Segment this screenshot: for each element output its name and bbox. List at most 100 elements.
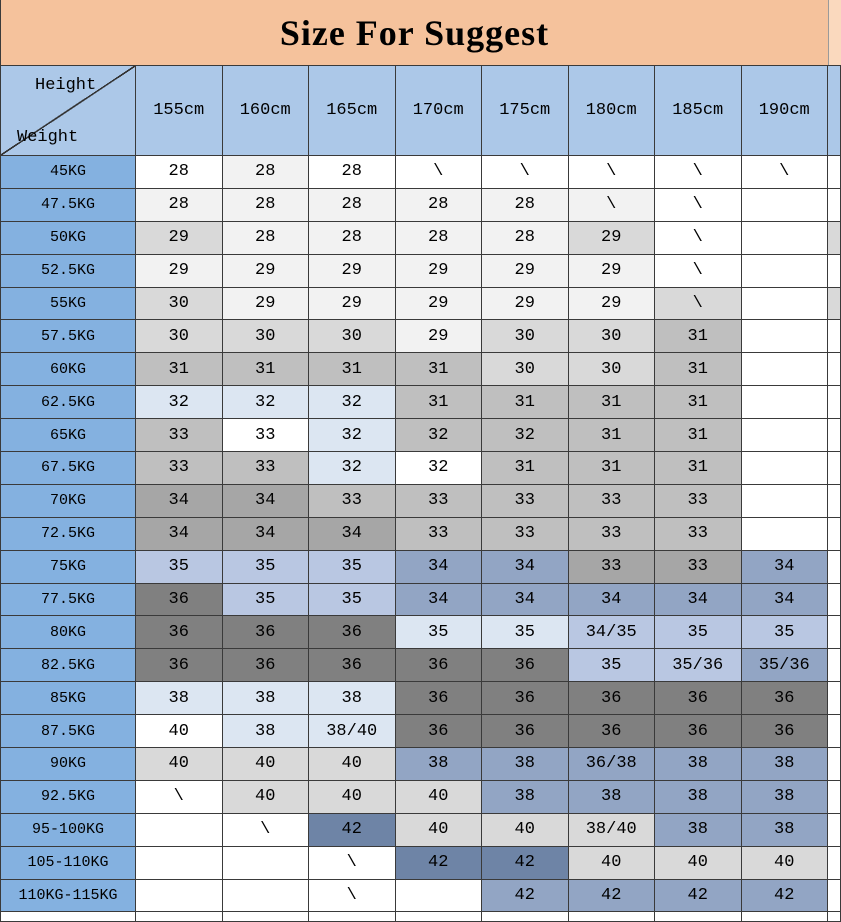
weight-label: 57.5KG xyxy=(1,320,136,354)
weight-label: 87.5KG xyxy=(1,715,136,749)
size-cell xyxy=(222,846,309,880)
size-cell: 28 xyxy=(395,188,482,222)
edge-header-cell xyxy=(828,66,841,156)
size-cell: 31 xyxy=(655,419,742,453)
size-cell: 40 xyxy=(482,813,569,847)
title-banner: Size For Suggest xyxy=(1,0,841,65)
weight-label: 90KG xyxy=(1,748,136,781)
size-cell: 29 xyxy=(568,287,655,321)
size-cell: 28 xyxy=(482,188,569,222)
size-cell: 32 xyxy=(136,386,223,420)
size-cell: 40 xyxy=(309,748,396,781)
size-cell: \ xyxy=(309,879,396,913)
partial-row-cell xyxy=(482,912,569,922)
size-cell: 33 xyxy=(568,484,655,518)
size-cell: 34 xyxy=(395,583,482,617)
size-cell: 38 xyxy=(568,780,655,814)
size-cell: 35 xyxy=(655,616,742,650)
size-cell: \ xyxy=(568,156,655,189)
size-cell: 29 xyxy=(309,287,396,321)
size-cell: 42 xyxy=(741,879,828,913)
weight-label: 82.5KG xyxy=(1,649,136,683)
size-cell: 31 xyxy=(655,386,742,420)
weight-label: 67.5KG xyxy=(1,452,136,485)
size-cell xyxy=(741,221,828,255)
size-cell: 38 xyxy=(222,682,309,716)
size-cell: 38 xyxy=(741,748,828,781)
size-cell: 40 xyxy=(136,748,223,781)
edge-cell xyxy=(828,715,841,749)
size-cell: \ xyxy=(136,780,223,814)
weight-label: 80KG xyxy=(1,616,136,650)
corner-weight-label: Weight xyxy=(17,128,79,147)
size-cell: \ xyxy=(655,156,742,189)
size-cell: 28 xyxy=(395,221,482,255)
weight-label: 105-110KG xyxy=(1,846,136,880)
partial-row-cell xyxy=(828,912,841,922)
size-cell: 33 xyxy=(222,419,309,453)
size-cell: 31 xyxy=(568,419,655,453)
weight-label: 70KG xyxy=(1,484,136,518)
corner-cell: Height Weight xyxy=(1,66,136,156)
weight-label: 92.5KG xyxy=(1,780,136,814)
size-cell: 30 xyxy=(222,320,309,354)
weight-label: 110KG-115KG xyxy=(1,879,136,913)
edge-cell xyxy=(828,682,841,716)
weight-label: 47.5KG xyxy=(1,188,136,222)
height-header: 165cm xyxy=(309,66,396,156)
size-cell xyxy=(741,188,828,222)
size-cell: 40 xyxy=(741,846,828,880)
size-cell: 35 xyxy=(395,616,482,650)
size-cell: 36/38 xyxy=(568,748,655,781)
size-cell: 42 xyxy=(309,813,396,847)
size-cell: 38 xyxy=(309,682,396,716)
height-header: 155cm xyxy=(136,66,223,156)
size-cell: 33 xyxy=(395,517,482,551)
edge-cell xyxy=(828,386,841,420)
size-cell: 32 xyxy=(222,386,309,420)
size-cell: 34 xyxy=(136,517,223,551)
edge-cell xyxy=(828,156,841,189)
partial-row-cell xyxy=(395,912,482,922)
size-cell: 31 xyxy=(568,452,655,485)
size-cell: 36 xyxy=(136,649,223,683)
size-cell: 40 xyxy=(222,748,309,781)
size-cell: 40 xyxy=(222,780,309,814)
size-cell: 34 xyxy=(222,484,309,518)
size-cell: 35 xyxy=(568,649,655,683)
size-cell: 36 xyxy=(482,649,569,683)
size-cell: 30 xyxy=(136,287,223,321)
size-cell: 30 xyxy=(136,320,223,354)
size-cell: 34 xyxy=(309,517,396,551)
height-header: 170cm xyxy=(395,66,482,156)
size-cell: 38 xyxy=(655,813,742,847)
size-cell: 30 xyxy=(309,320,396,354)
size-cell: 29 xyxy=(222,287,309,321)
size-cell: 40 xyxy=(395,813,482,847)
partial-row-cell xyxy=(741,912,828,922)
size-cell: 33 xyxy=(309,484,396,518)
size-cell: 40 xyxy=(309,780,396,814)
size-cell: 33 xyxy=(136,452,223,485)
edge-cell xyxy=(828,550,841,584)
size-cell: 33 xyxy=(655,484,742,518)
size-cell: 42 xyxy=(568,879,655,913)
size-cell: 34 xyxy=(482,583,569,617)
size-cell: 36 xyxy=(309,616,396,650)
weight-label: 60KG xyxy=(1,353,136,387)
size-cell: 28 xyxy=(309,188,396,222)
size-cell xyxy=(136,879,223,913)
size-cell: 36 xyxy=(741,682,828,716)
size-cell: 35 xyxy=(741,616,828,650)
weight-label: 75KG xyxy=(1,550,136,584)
size-cell: 29 xyxy=(482,254,569,288)
size-cell: 34 xyxy=(136,484,223,518)
size-cell: 28 xyxy=(309,221,396,255)
weight-label: 95-100KG xyxy=(1,813,136,847)
size-cell xyxy=(136,846,223,880)
weight-label: 85KG xyxy=(1,682,136,716)
size-cell: 29 xyxy=(482,287,569,321)
size-cell xyxy=(741,320,828,354)
size-cell: 35 xyxy=(309,550,396,584)
